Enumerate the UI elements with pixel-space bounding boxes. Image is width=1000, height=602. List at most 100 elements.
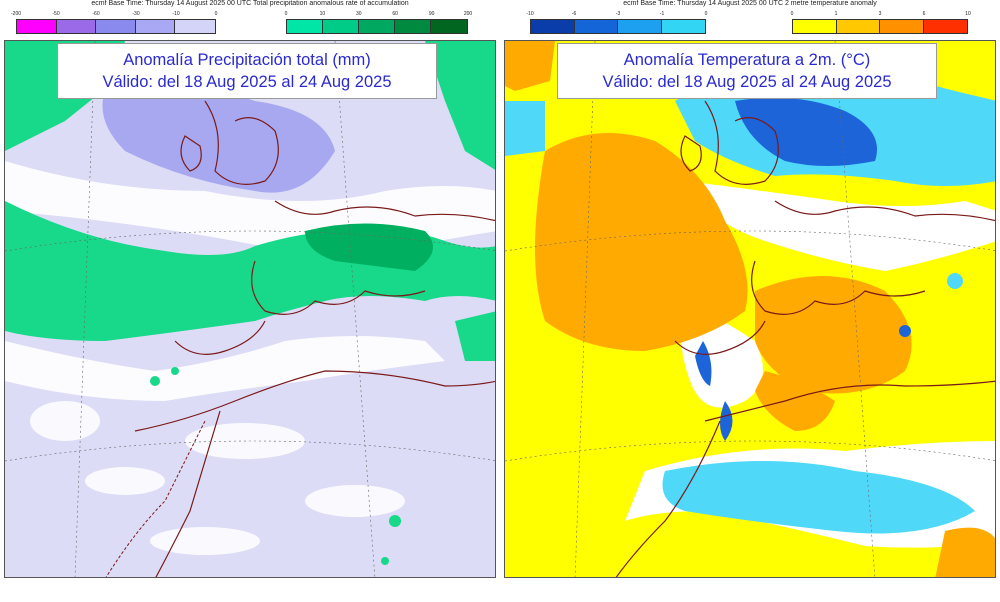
scale-tick-label: -30 <box>132 11 140 17</box>
temperature-panel: ecmf Base Time: Thursday 14 August 2025 … <box>504 0 996 602</box>
scale-swatch <box>880 20 924 33</box>
precipitation-title-box: Anomalía Precipitación total (mm) Válido… <box>57 43 437 99</box>
scale-tick-label: -10 <box>526 11 534 17</box>
temp-spot-cold <box>947 273 963 289</box>
precipitation-positive-bar <box>286 19 468 34</box>
scale-swatch <box>836 20 880 33</box>
scale-tick-label: -10 <box>172 11 180 17</box>
precipitation-panel: ecmf Base Time: Thursday 14 August 2025 … <box>4 0 496 602</box>
precip-spot <box>389 515 401 527</box>
temp-coast-uk <box>704 100 779 185</box>
temp-spot-cold <box>695 341 712 386</box>
precip-uk-dry <box>102 83 335 193</box>
scale-tick-label: -50 <box>52 11 60 17</box>
temp-north-cold-core <box>735 97 877 166</box>
temp-coast-africa <box>704 380 995 422</box>
temp-med-warm <box>755 276 912 394</box>
precip-coast-med <box>251 260 426 315</box>
scale-tick-label: 90 <box>428 11 435 17</box>
precip-alps-wet <box>305 223 433 271</box>
scale-swatch <box>175 20 216 33</box>
precipitation-title: Anomalía Precipitación total (mm) <box>123 51 371 69</box>
temp-coast-med <box>751 260 926 315</box>
scale-swatch <box>135 20 176 33</box>
scale-swatch <box>431 20 467 33</box>
scale-tick-label: 1 <box>834 11 838 17</box>
scale-swatch <box>661 20 705 33</box>
scale-swatch <box>359 20 395 33</box>
precip-graticule <box>5 440 495 462</box>
precip-coast-africa <box>134 370 495 432</box>
scale-swatch <box>923 20 967 33</box>
precip-coast-ireland <box>180 135 202 172</box>
precipitation-map-svg <box>5 41 495 577</box>
precip-blob <box>150 527 260 555</box>
temperature-positive-scale: 0 1 3 6 10 <box>790 8 971 36</box>
temp-spot-cold <box>899 325 911 337</box>
temperature-map: Anomalía Temperatura a 2m. (°C) Válido: … <box>504 40 996 578</box>
scale-tick-label: 200 <box>463 11 473 17</box>
scale-swatch <box>574 20 618 33</box>
precip-spot <box>150 376 160 386</box>
temp-coast-iberia <box>674 320 766 355</box>
temp-coast-north <box>774 200 995 222</box>
precipitation-map: Anomalía Precipitación total (mm) Válido… <box>4 40 496 578</box>
precip-coast-uk <box>204 100 279 185</box>
precipitation-positive-scale: 0 10 30 60 90 200 <box>284 8 472 36</box>
temp-west-cold <box>505 101 545 156</box>
precip-southern-neutral <box>5 336 445 401</box>
scale-tick-label: 60 <box>392 11 398 17</box>
scale-tick-label: 10 <box>319 11 326 17</box>
scale-tick-label: 0 <box>790 11 794 17</box>
scale-swatch <box>395 20 431 33</box>
precip-east-wet <box>455 311 495 361</box>
precipitation-valid-dates: Válido: del 18 Aug 2025 al 24 Aug 2025 <box>102 73 392 91</box>
temp-atlantic-warm <box>535 133 748 351</box>
scale-swatch <box>618 20 662 33</box>
scale-tick-label: 3 <box>878 11 882 17</box>
temperature-valid-dates: Válido: del 18 Aug 2025 al 24 Aug 2025 <box>602 73 892 91</box>
precip-blob <box>30 401 100 441</box>
temp-maghreb-warm <box>755 371 835 431</box>
temperature-header: ecmf Base Time: Thursday 14 August 2025 … <box>504 0 996 40</box>
precip-scandinavia-wet <box>425 41 495 170</box>
temperature-title: Anomalía Temperatura a 2m. (°C) <box>623 51 871 69</box>
temperature-map-svg <box>505 41 995 577</box>
scale-swatch <box>96 20 136 33</box>
precip-coast-north <box>274 200 495 222</box>
scale-swatch <box>323 20 359 33</box>
precip-spot <box>381 557 389 565</box>
temp-se-warm <box>935 527 995 577</box>
temp-coast-ireland <box>680 135 702 172</box>
temp-sahara-cold <box>662 461 975 534</box>
precip-graticule <box>5 230 495 252</box>
scale-swatch <box>531 20 575 33</box>
precip-coast-iberia <box>174 320 266 355</box>
temp-border-africa <box>615 420 721 577</box>
scale-tick-label: -1 <box>659 11 665 17</box>
scale-swatch <box>17 20 57 33</box>
scale-tick-label: -6 <box>571 11 577 17</box>
precipitation-negative-scale: -200 -50 -60 -30 -10 0 <box>11 8 218 36</box>
scale-tick-label: -60 <box>92 11 100 17</box>
scale-tick-label: 10 <box>965 11 971 17</box>
scale-tick-label: 6 <box>922 11 926 17</box>
precipitation-header: ecmf Base Time: Thursday 14 August 2025 … <box>4 0 496 40</box>
temp-graticule <box>505 440 995 462</box>
temp-spot-cold <box>720 401 733 441</box>
scale-swatch <box>56 20 97 33</box>
temperature-negative-bar <box>530 19 706 34</box>
precip-contour <box>105 420 206 577</box>
temperature-negative-scale: -10 -6 -3 -1 0 <box>526 8 707 36</box>
temp-nw-warm <box>505 41 555 91</box>
precip-blob <box>85 467 165 495</box>
scale-tick-label: 0 <box>214 11 218 17</box>
temp-neutral-north <box>685 181 995 271</box>
precipitation-base-time: ecmf Base Time: Thursday 14 August 2025 … <box>91 0 409 7</box>
temperature-base-time: ecmf Base Time: Thursday 14 August 2025 … <box>623 0 877 7</box>
scale-tick-label: 30 <box>356 11 362 17</box>
precipitation-negative-bar <box>16 19 216 34</box>
temperature-title-box: Anomalía Temperatura a 2m. (°C) Válido: … <box>557 43 937 99</box>
scale-swatch <box>287 20 323 33</box>
scale-tick-label: 0 <box>284 11 288 17</box>
